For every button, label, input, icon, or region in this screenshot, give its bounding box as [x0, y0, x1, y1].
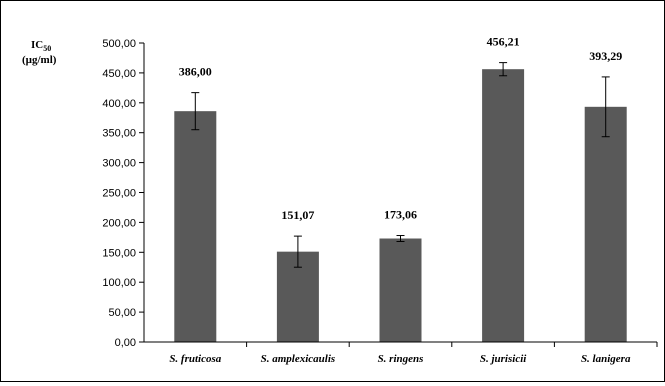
bar	[584, 106, 627, 342]
data-labels-group: 386,00 151,07 173,06 456,21 393,29	[179, 35, 622, 223]
category-label: S. fruticosa	[169, 353, 221, 365]
y-tick-label: 250,00	[102, 188, 136, 200]
bar	[482, 69, 525, 343]
bar	[379, 238, 422, 342]
y-axis-label-sub: 50	[43, 44, 51, 53]
data-label: 393,29	[589, 49, 622, 63]
data-label: 173,06	[384, 208, 417, 222]
category-labels-group: S. fruticosa S. amplexicaulis S. ringens S.…	[169, 353, 631, 365]
y-tick-label: 300,00	[102, 158, 136, 170]
y-tick-label: 50,00	[108, 307, 136, 319]
data-label: 386,00	[179, 65, 212, 79]
bar	[174, 111, 217, 342]
y-axis-label: IC50	[31, 39, 51, 53]
category-label: S. amplexicaulis	[261, 353, 336, 365]
y-tick-label: 0,00	[115, 337, 136, 349]
y-tick-label: 100,00	[102, 277, 136, 289]
data-label: 151,07	[281, 208, 314, 222]
category-label: S. ringens	[378, 353, 424, 365]
y-tick-label: 450,00	[102, 68, 136, 80]
y-axis-label-main: IC	[31, 39, 43, 51]
category-label: S. lanigera	[581, 353, 631, 365]
y-tick-label: 200,00	[102, 217, 136, 229]
y-tick-label: 500,00	[102, 38, 136, 50]
y-tick-label: 350,00	[102, 128, 136, 140]
data-label: 456,21	[487, 35, 520, 49]
axes-group	[143, 43, 658, 347]
y-axis-unit: (µg/ml)	[22, 54, 57, 66]
category-label: S. jurisicii	[480, 353, 527, 365]
bars-group	[174, 62, 627, 343]
y-tick-label: 400,00	[102, 98, 136, 110]
y-axis-ticks: 0,00 50,00 100,00 150,00 200,00 250,00 300,00 3…	[102, 38, 144, 349]
y-tick-label: 150,00	[102, 247, 136, 259]
